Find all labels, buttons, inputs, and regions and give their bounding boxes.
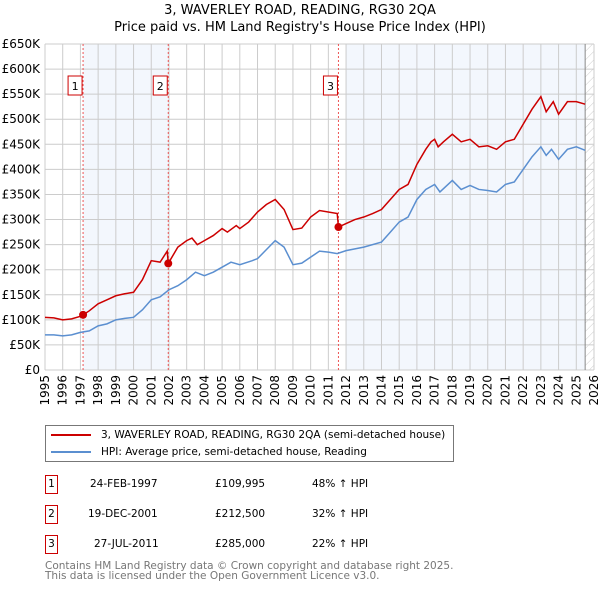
legend-item-hpi: HPI: Average price, semi-detached house,…	[51, 446, 367, 458]
y-tick-label: £150K	[2, 288, 42, 302]
sale-point	[334, 223, 343, 232]
chart-title: 3, WAVERLEY ROAD, READING, RG30 2QA	[164, 3, 436, 18]
y-tick-label: £600K	[2, 62, 42, 76]
sale-marker-box	[322, 75, 338, 96]
y-tick-label: £200K	[2, 263, 42, 277]
legend-label: 3, WAVERLEY ROAD, READING, RG30 2QA (sem…	[101, 429, 446, 441]
legend-swatch-blue	[51, 451, 91, 453]
y-tick-label: £50K	[9, 338, 41, 352]
sale-hpi-diff: 32% ↑ HPI	[312, 508, 369, 520]
x-tick-label: 2009	[286, 375, 300, 406]
x-tick-label: 1999	[109, 375, 123, 406]
footer-licence: This data is licensed under the Open Gov…	[45, 570, 380, 582]
x-tick-label: 2014	[374, 375, 388, 406]
sale-marker-box	[152, 75, 168, 96]
sale-price: £212,500	[215, 508, 266, 520]
sale-marker-label: 2	[157, 80, 164, 93]
x-tick-label: 2000	[127, 375, 141, 406]
legend-swatch-red	[51, 434, 91, 436]
footer-copyright: Contains HM Land Registry data © Crown c…	[45, 560, 454, 572]
sale-row-3: 3 27-JUL-2011 £285,000 22% ↑ HPI	[45, 535, 445, 555]
x-tick-label: 2024	[552, 375, 566, 406]
x-tick-label: 2011	[321, 375, 335, 406]
y-tick-label: £450K	[2, 137, 42, 151]
sale-marker-label: 3	[327, 80, 334, 93]
sale-badge: 1	[45, 475, 58, 494]
sale-row-1: 1 24-FEB-1997 £109,995 48% ↑ HPI	[45, 475, 445, 495]
y-tick-label: £350K	[2, 187, 42, 201]
chart-legend: 3, WAVERLEY ROAD, READING, RG30 2QA (sem…	[45, 425, 454, 462]
x-tick-label: 2001	[144, 375, 158, 406]
x-tick-label: 2013	[357, 375, 371, 406]
sale-hpi-diff: 48% ↑ HPI	[312, 478, 369, 490]
shaded-region	[83, 44, 169, 370]
x-tick-label: 2017	[428, 375, 442, 406]
x-tick-label: 2021	[498, 375, 512, 406]
sale-date: 19-DEC-2001	[88, 508, 158, 520]
sale-price: £109,995	[215, 478, 266, 490]
sale-marker-label: 1	[72, 80, 79, 93]
x-tick-label: 2010	[304, 375, 318, 406]
x-tick-label: 2019	[463, 375, 477, 406]
x-tick-label: 2004	[197, 375, 211, 406]
y-tick-label: £100K	[2, 313, 42, 327]
x-tick-label: 2002	[162, 375, 176, 406]
shaded-region	[346, 44, 586, 370]
series-line	[45, 145, 586, 337]
x-tick-label: 2015	[392, 375, 406, 406]
y-tick-label: £300K	[2, 213, 42, 227]
x-tick-label: 1996	[56, 375, 70, 406]
x-tick-label: 1997	[73, 375, 87, 406]
x-tick-label: 2005	[215, 375, 229, 406]
x-tick-label: 2018	[445, 375, 459, 406]
sale-row-2: 2 19-DEC-2001 £212,500 32% ↑ HPI	[45, 505, 445, 525]
x-tick-label: 2008	[268, 375, 282, 406]
sale-point	[164, 259, 173, 268]
x-tick-label: 2025	[569, 375, 583, 406]
x-tick-label: 1998	[91, 375, 105, 406]
y-tick-label: £250K	[2, 238, 42, 252]
x-tick-label: 2007	[251, 375, 265, 406]
sale-date: 27-JUL-2011	[94, 538, 159, 550]
footer: Contains HM Land Registry data © Crown c…	[45, 560, 454, 582]
sale-badge: 2	[45, 505, 58, 524]
sale-badge: 3	[45, 535, 58, 554]
y-tick-label: £650K	[2, 37, 42, 51]
x-tick-label: 2026	[587, 375, 600, 406]
x-tick-label: 2022	[516, 375, 530, 406]
sale-hpi-diff: 22% ↑ HPI	[312, 538, 369, 550]
x-tick-label: 2006	[233, 375, 247, 406]
x-tick-label: 2023	[534, 375, 548, 406]
y-tick-label: £400K	[2, 162, 42, 176]
series-line	[44, 95, 586, 321]
legend-item-property: 3, WAVERLEY ROAD, READING, RG30 2QA (sem…	[51, 429, 445, 441]
y-tick-label: £550K	[2, 87, 42, 101]
y-tick-label: £500K	[2, 112, 42, 126]
legend-label: HPI: Average price, semi-detached house,…	[101, 446, 367, 458]
x-tick-label: 2016	[410, 375, 424, 406]
x-tick-label: 2020	[481, 375, 495, 406]
y-tick-label: £0	[25, 363, 40, 377]
chart-subtitle: Price paid vs. HM Land Registry's House …	[114, 20, 486, 35]
sale-marker-box	[67, 75, 83, 96]
forecast-hatch	[585, 44, 594, 370]
x-tick-label: 1995	[38, 375, 52, 406]
sale-date: 24-FEB-1997	[90, 478, 158, 490]
sale-price: £285,000	[215, 538, 266, 550]
x-tick-label: 2012	[339, 375, 353, 406]
price-chart: 1995 1996 1997 1998 1999 2000 2001 2002 2003 2004…	[2, 37, 600, 406]
x-tick-label: 2003	[180, 375, 194, 406]
sale-point	[79, 310, 88, 319]
